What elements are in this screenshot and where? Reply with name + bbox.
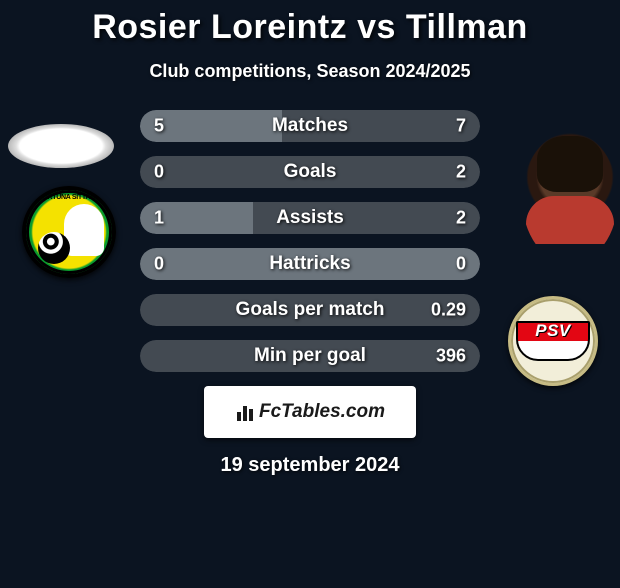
club-left-badge: FORTUNA SITTARD (22, 186, 116, 278)
page-title: Rosier Loreintz vs Tillman (0, 8, 620, 47)
stat-row: Min per goal 396 (140, 340, 480, 372)
stat-value-right: 0 (456, 254, 466, 275)
stat-label: Hattricks (269, 253, 350, 275)
player-left-avatar (8, 124, 114, 168)
stat-value-right: 0.29 (431, 300, 466, 321)
stat-value-left: 0 (154, 254, 164, 275)
club-right-badge: PSV (508, 296, 598, 386)
stat-value-right: 396 (436, 346, 466, 367)
psv-shield-icon: PSV (516, 321, 590, 361)
stat-label: Goals (284, 161, 337, 183)
player-right-avatar (522, 132, 618, 264)
bars-icon (235, 403, 255, 421)
stat-label: Assists (276, 207, 344, 229)
stat-value-left: 0 (154, 162, 164, 183)
club-left-badge-text: FORTUNA SITTARD (38, 194, 99, 201)
date-label: 19 september 2024 (0, 454, 620, 477)
brand-label: FcTables.com (235, 401, 385, 423)
brand-box[interactable]: FcTables.com (204, 386, 416, 438)
stat-row: Goals per match 0.29 (140, 294, 480, 326)
stats-container: Matches57Goals02Assists12Hattricks00Goal… (140, 110, 480, 372)
stat-value-right: 2 (456, 208, 466, 229)
stat-label: Goals per match (236, 299, 385, 321)
club-right-badge-text: PSV (535, 321, 571, 341)
stat-label: Matches (272, 115, 348, 137)
stat-label: Min per goal (254, 345, 366, 367)
stat-value-left: 5 (154, 116, 164, 137)
stat-row: Goals 0 2 (140, 156, 480, 188)
stat-row: Hattricks 0 0 (140, 248, 480, 280)
stat-row: Matches 5 7 (140, 110, 480, 142)
subtitle: Club competitions, Season 2024/2025 (0, 61, 620, 82)
stat-value-right: 7 (456, 116, 466, 137)
stat-value-left: 1 (154, 208, 164, 229)
stat-value-right: 2 (456, 162, 466, 183)
brand-text: FcTables.com (259, 401, 385, 423)
stat-row: Assists 1 2 (140, 202, 480, 234)
